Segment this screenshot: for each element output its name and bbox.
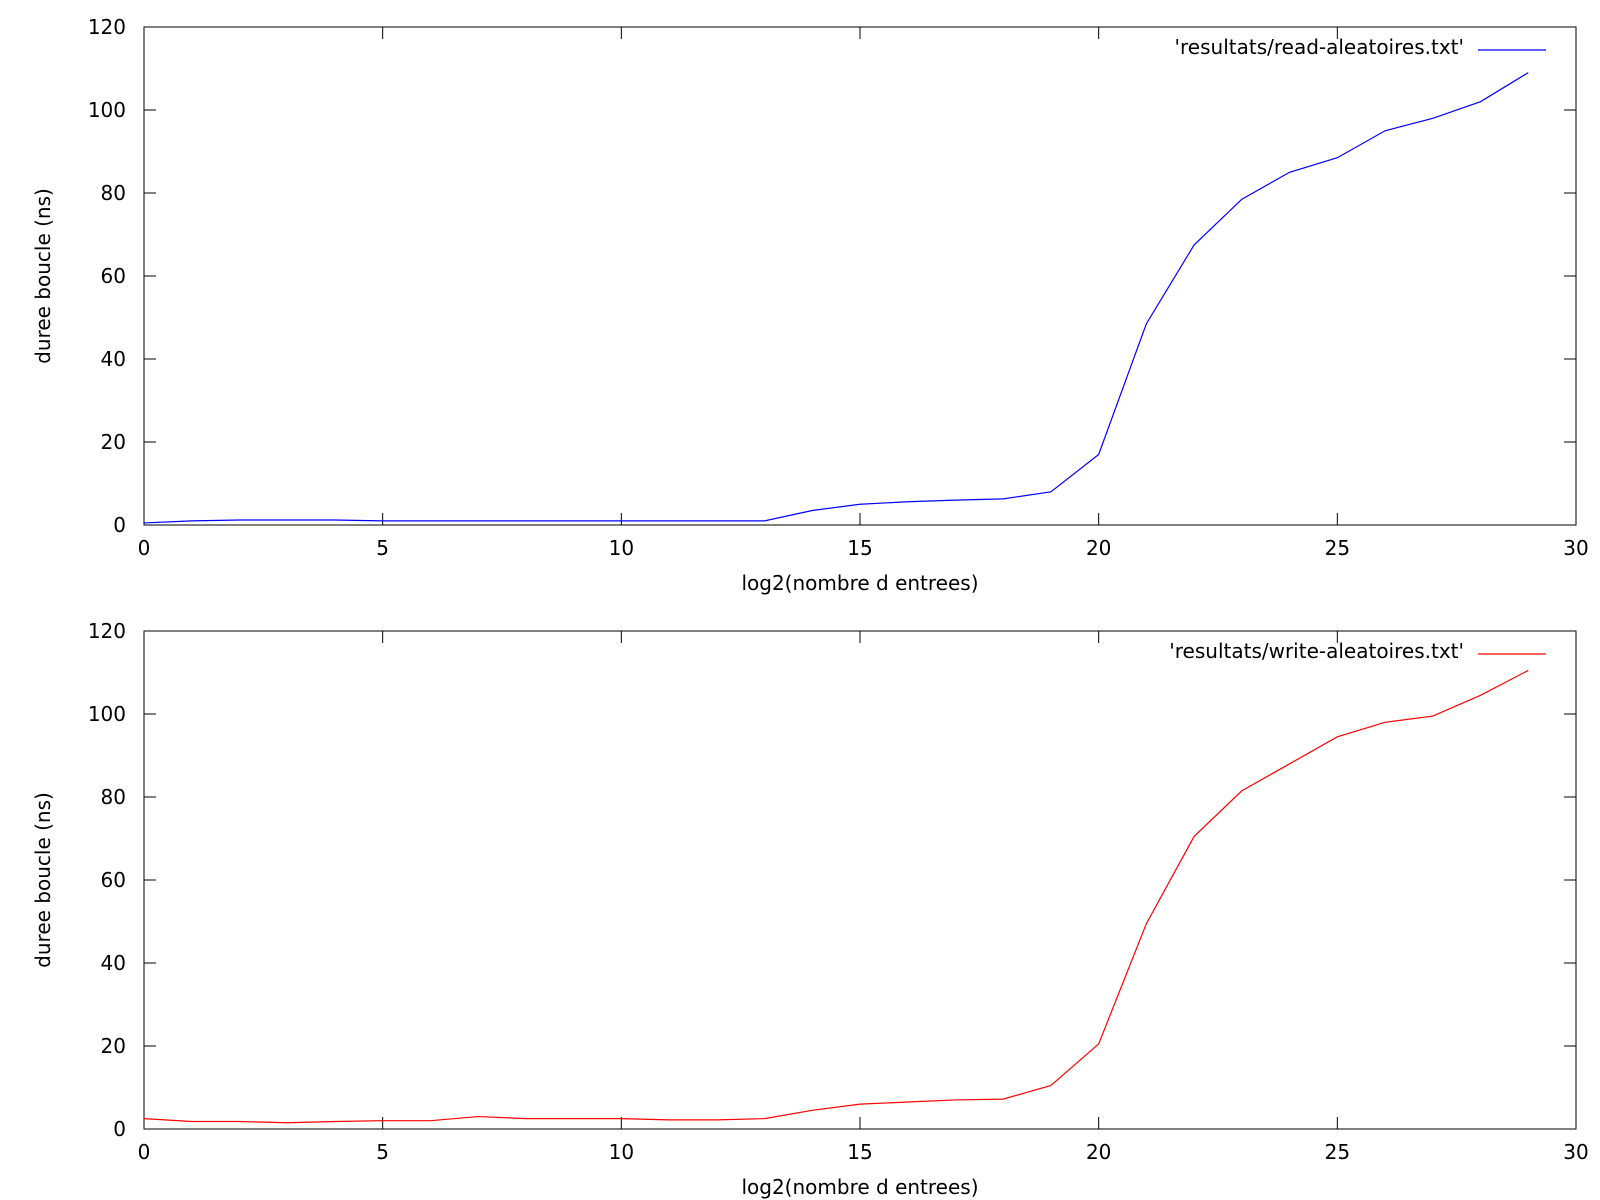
x-tick-label: 0	[138, 536, 151, 560]
x-tick-label: 5	[376, 536, 389, 560]
y-tick-labels: 0 20 40 60 80 100 120	[88, 619, 126, 1141]
tick-marks	[143, 26, 1577, 526]
y-axis-label: duree boucle (ns)	[31, 792, 55, 968]
y-tick-label: 20	[101, 430, 126, 454]
y-tick-label: 40	[101, 347, 126, 371]
x-axis-label: log2(nombre d entrees)	[741, 1175, 978, 1199]
tick-marks	[143, 630, 1577, 1130]
series-line-read-aleatoires	[143, 72, 1529, 524]
x-tick-label: 10	[609, 1140, 634, 1164]
y-tick-label: 0	[113, 513, 126, 537]
x-axis-label: log2(nombre d entrees)	[741, 571, 978, 595]
y-tick-label: 60	[101, 868, 126, 892]
x-tick-label: 20	[1086, 536, 1111, 560]
x-tick-label: 10	[609, 536, 634, 560]
y-tick-label: 60	[101, 264, 126, 288]
chart-write-aleatoires: 0 20 40 60 80 100 120 0 5 10 15 20 25 30 log2(nombre…	[31, 619, 1589, 1199]
series-line-write-aleatoires	[143, 669, 1529, 1124]
y-tick-label: 100	[88, 98, 126, 122]
x-tick-label: 5	[376, 1140, 389, 1164]
y-tick-label: 120	[88, 619, 126, 643]
y-axis-label: duree boucle (ns)	[31, 188, 55, 364]
y-tick-label: 80	[101, 181, 126, 205]
y-tick-label: 40	[101, 951, 126, 975]
plot-frame	[143, 630, 1577, 1130]
plot-frame	[143, 26, 1577, 526]
x-tick-label: 15	[847, 1140, 872, 1164]
x-tick-labels: 0 5 10 15 20 25 30	[138, 536, 1589, 560]
x-tick-label: 20	[1086, 1140, 1111, 1164]
x-tick-label: 25	[1325, 536, 1350, 560]
x-tick-label: 15	[847, 536, 872, 560]
chart-read-aleatoires: 0 20 40 60 80 100 120 0 5 10 15 20 25 30 log2(nombre…	[31, 15, 1589, 595]
legend-entry-write-aleatoires: 'resultats/write-aleatoires.txt'	[1169, 639, 1464, 663]
x-tick-label: 0	[138, 1140, 151, 1164]
y-tick-label: 80	[101, 785, 126, 809]
y-tick-label: 120	[88, 15, 126, 39]
y-tick-label: 100	[88, 702, 126, 726]
y-tick-label: 0	[113, 1117, 126, 1141]
x-tick-labels: 0 5 10 15 20 25 30	[138, 1140, 1589, 1164]
y-tick-label: 20	[101, 1034, 126, 1058]
legend-entry-read-aleatoires: 'resultats/read-aleatoires.txt'	[1175, 35, 1464, 59]
y-tick-labels: 0 20 40 60 80 100 120	[88, 15, 126, 537]
x-tick-label: 30	[1563, 1140, 1588, 1164]
x-tick-label: 25	[1325, 1140, 1350, 1164]
x-tick-label: 30	[1563, 536, 1588, 560]
